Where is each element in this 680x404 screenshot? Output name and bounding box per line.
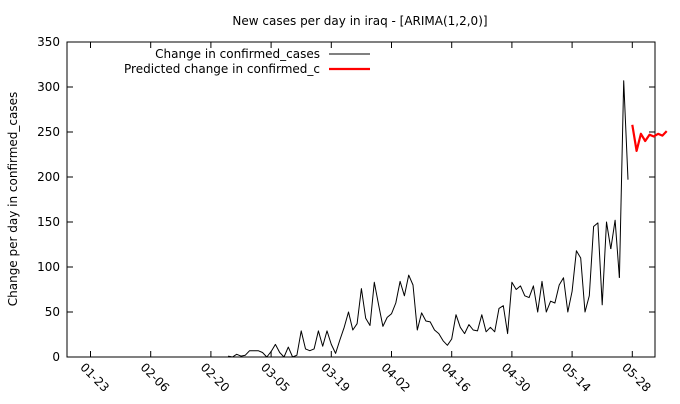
- x-tick-label: 03-19: [318, 360, 353, 395]
- y-tick-label: 350: [37, 35, 60, 49]
- y-tick-label: 200: [37, 170, 60, 184]
- x-tick-label: 02-20: [198, 360, 233, 395]
- y-tick-label: 50: [45, 305, 60, 319]
- y-tick-label: 0: [52, 350, 60, 364]
- observed-series-line: [610, 219, 620, 278]
- observed-series-line: [618, 80, 629, 278]
- axis-ticks: 0 50 100 150 200 250 300 350 01-23 02-06 02-20 03-0…: [37, 35, 655, 395]
- y-tick-label: 250: [37, 125, 60, 139]
- plot-area-frame: [66, 41, 656, 358]
- x-tick-label: 04-16: [439, 360, 474, 395]
- x-tick-label: 03-05: [258, 360, 293, 395]
- x-tick-label: 04-30: [499, 360, 534, 395]
- x-tick-label: 05-14: [559, 360, 594, 395]
- x-tick-label: 01-23: [77, 360, 112, 395]
- legend-entry-label: Change in confirmed_cases: [155, 47, 320, 61]
- y-tick-label: 100: [37, 260, 60, 274]
- legend-entry-label: Predicted change in confirmed_c: [124, 62, 320, 76]
- y-tick-label: 300: [37, 80, 60, 94]
- x-tick-label: 02-06: [138, 360, 173, 395]
- x-tick-label: 04-02: [378, 360, 413, 395]
- chart-title: New cases per day in iraq - [ARIMA(1,2,0…: [232, 14, 487, 28]
- y-axis-label: Change per day in confirmed_cases: [6, 92, 20, 307]
- x-tick-label: 05-28: [619, 360, 654, 395]
- series-lines: [227, 80, 668, 358]
- y-tick-label: 150: [37, 215, 60, 229]
- predicted-series-line: [631, 124, 668, 152]
- observed-series-line: [227, 221, 612, 358]
